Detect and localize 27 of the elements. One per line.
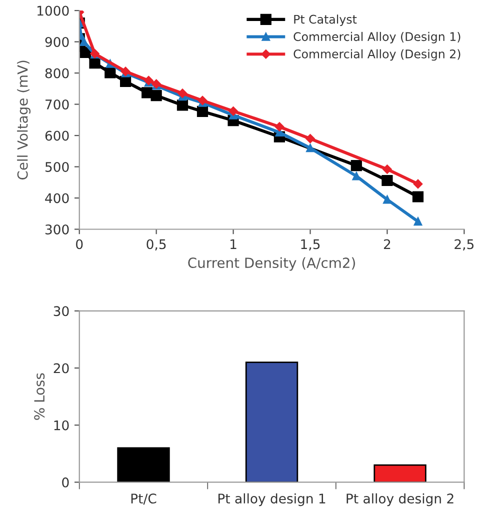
y-tick-label: 30 (54, 306, 69, 316)
legend-label: Commercial Alloy (Design 1) (294, 32, 460, 44)
legend-label: Commercial Alloy (Design 2) (294, 49, 460, 61)
x-tick-label: Pt alloy design 1 (218, 493, 326, 506)
x-tick-label: 0 (76, 239, 83, 250)
x-tick-label: Pt alloy design 2 (346, 493, 454, 506)
legend-label: Pt Catalyst (294, 14, 357, 26)
y-tick-label: 700 (46, 99, 69, 110)
y-axis-title: % Loss (34, 373, 45, 420)
y-tick-label: 900 (45, 37, 69, 47)
x-tick-label: Pt/C (131, 494, 156, 505)
y-tick-label: 10 (54, 420, 69, 430)
x-tick-label: 1 (230, 239, 236, 249)
y-tick-label: 300 (45, 224, 69, 234)
y-tick-label: 600 (45, 130, 69, 141)
y-tick-label: 800 (45, 68, 69, 78)
x-tick-label: 2,5 (454, 239, 474, 251)
y-tick-label: 1000 (38, 6, 69, 16)
y-tick-label: 400 (45, 193, 69, 204)
y-tick-label: 20 (54, 363, 69, 374)
y-tick-label: 500 (45, 162, 69, 172)
y-axis-title: Cell Voltage (mV) (17, 60, 31, 180)
x-tick-label: 2 (384, 239, 390, 249)
x-tick-label: 0,5 (146, 239, 166, 251)
x-tick-label: 1,5 (301, 239, 320, 251)
x-axis-title: Current Density (A/cm2) (188, 257, 355, 271)
y-tick-label: 0 (62, 477, 69, 488)
